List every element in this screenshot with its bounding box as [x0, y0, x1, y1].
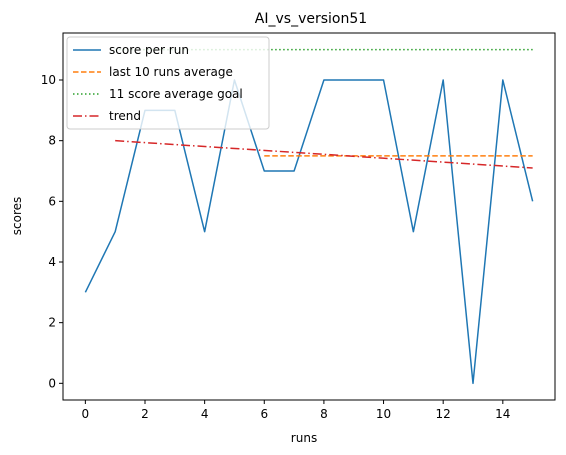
- legend: score per run last 10 runs average 11 scor…: [66, 36, 270, 130]
- x-tick-label: 8: [320, 407, 328, 421]
- x-tick-label: 12: [436, 407, 451, 421]
- x-axis-ticks: 0 2 4 6 8 10 12 14: [82, 400, 510, 421]
- legend-entry: trend: [109, 109, 141, 123]
- y-axis-ticks: 0 2 4 6 8 10: [41, 73, 63, 390]
- x-tick-label: 0: [82, 407, 90, 421]
- x-tick-label: 14: [495, 407, 510, 421]
- y-tick-label: 2: [48, 316, 56, 330]
- chart-title: AI_vs_version51: [255, 11, 367, 27]
- y-tick-label: 4: [48, 255, 56, 269]
- y-tick-label: 6: [48, 194, 56, 208]
- y-axis-label: scores: [10, 197, 24, 236]
- legend-entry: 11 score average goal: [109, 87, 243, 101]
- series-line-3: [115, 139, 533, 169]
- axes-frame: [62, 32, 556, 401]
- x-axis-label: runs: [291, 431, 317, 445]
- legend-box: [66, 36, 270, 130]
- x-tick-label: 4: [201, 407, 209, 421]
- legend-entry: score per run: [109, 43, 189, 57]
- y-tick-label: 10: [41, 73, 56, 87]
- y-tick-label: 8: [48, 134, 56, 148]
- x-tick-label: 10: [376, 407, 391, 421]
- y-tick-label: 0: [48, 376, 56, 390]
- x-tick-label: 2: [141, 407, 149, 421]
- legend-entry: last 10 runs average: [109, 65, 233, 79]
- x-tick-label: 6: [260, 407, 268, 421]
